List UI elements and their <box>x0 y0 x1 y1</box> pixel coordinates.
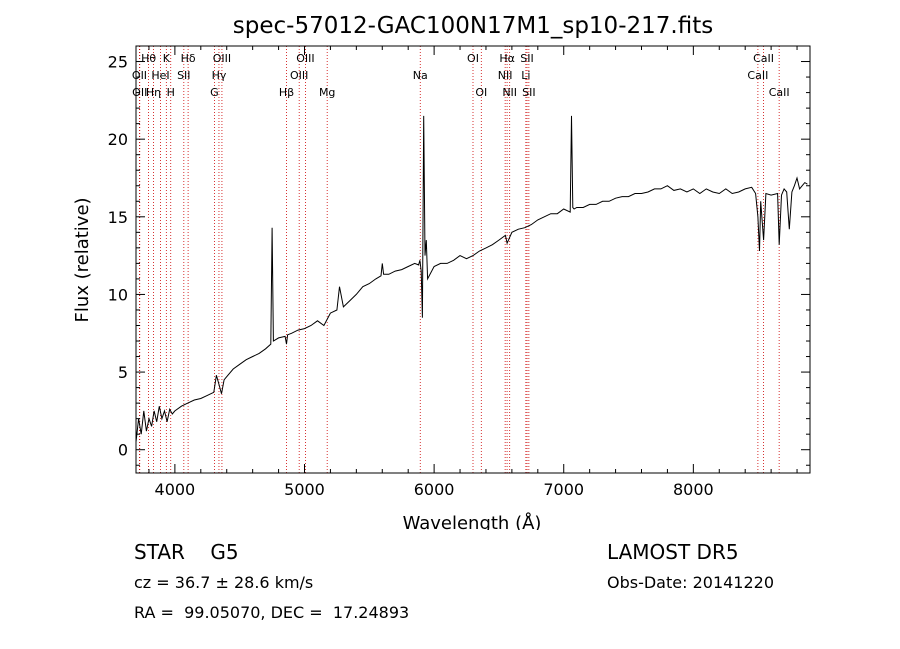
x-tick-label-4000: 4000 <box>155 480 196 499</box>
chart-title: spec-57012-GAC100N17M1_sp10-217.fits <box>233 13 713 39</box>
spectral-line-markers <box>139 46 780 473</box>
line-label-10: HeI <box>151 69 169 82</box>
x-tick-label-8000: 8000 <box>673 480 714 499</box>
line-label-1: K <box>163 52 171 65</box>
line-label-15: NII <box>498 69 513 82</box>
line-label-20: H <box>167 86 175 99</box>
line-label-23: Mg <box>319 86 335 99</box>
line-label-21: G <box>210 86 219 99</box>
line-label-3: OIII <box>213 52 231 65</box>
line-label-5: OI <box>467 52 479 65</box>
line-label-8: CaII <box>753 52 774 65</box>
y-tick-label-25: 25 <box>108 53 128 72</box>
y-axis-label: Flux (relative) <box>72 197 93 322</box>
x-axis-label: Wavelength (Å) <box>403 512 542 530</box>
y-tick-label-15: 15 <box>108 208 128 227</box>
x-tick-label-5000: 5000 <box>284 480 325 499</box>
line-label-13: OIII <box>290 69 308 82</box>
spectral-line-labels: Hθ K Hδ OIII OIII OI Hα SII CaII OII HeI SII Hγ OIII N… <box>132 52 790 99</box>
coordinates-text: RA = 99.05070, DEC = 17.24893 <box>134 603 410 622</box>
line-label-16: Li <box>521 69 530 82</box>
line-label-24: OI <box>475 86 487 99</box>
y-tick-label-5: 5 <box>118 363 128 382</box>
line-label-12: Hγ <box>212 69 227 82</box>
line-label-22: Hβ <box>279 86 294 99</box>
line-label-0: Hθ <box>141 52 156 65</box>
line-label-19: Hη <box>146 86 161 99</box>
line-label-17: CaII <box>747 69 768 82</box>
line-label-11: SII <box>177 69 190 82</box>
line-label-27: CaII <box>769 86 790 99</box>
plot-frame <box>135 45 811 474</box>
line-label-7: SII <box>520 52 533 65</box>
y-tick-label-20: 20 <box>108 130 128 149</box>
line-label-26: SII <box>522 86 535 99</box>
spectrum-chart: spec-57012-GAC100N17M1_sp10-217.fits Hθ K… <box>72 13 811 530</box>
obs-date-text: Obs-Date: 20141220 <box>607 573 775 592</box>
y-axis-ticks: 0 5 10 15 20 25 <box>108 45 810 466</box>
y-tick-label-10: 10 <box>108 285 128 304</box>
line-label-14: Na <box>413 69 428 82</box>
object-class-text: STAR G5 <box>134 540 239 564</box>
line-label-4: OIII <box>296 52 314 65</box>
line-label-2: Hδ <box>181 52 196 65</box>
x-tick-label-6000: 6000 <box>414 480 455 499</box>
redshift-text: cz = 36.7 ± 28.6 km/s <box>134 573 314 592</box>
spectrum-series-line <box>135 115 808 442</box>
survey-name-text: LAMOST DR5 <box>607 540 739 564</box>
line-label-9: OII <box>132 69 147 82</box>
line-label-25: NII <box>502 86 517 99</box>
line-label-6: Hα <box>499 52 515 65</box>
x-axis-ticks: 4000 5000 6000 7000 8000 <box>148 46 798 499</box>
y-tick-label-0: 0 <box>118 441 128 460</box>
x-tick-label-7000: 7000 <box>543 480 584 499</box>
